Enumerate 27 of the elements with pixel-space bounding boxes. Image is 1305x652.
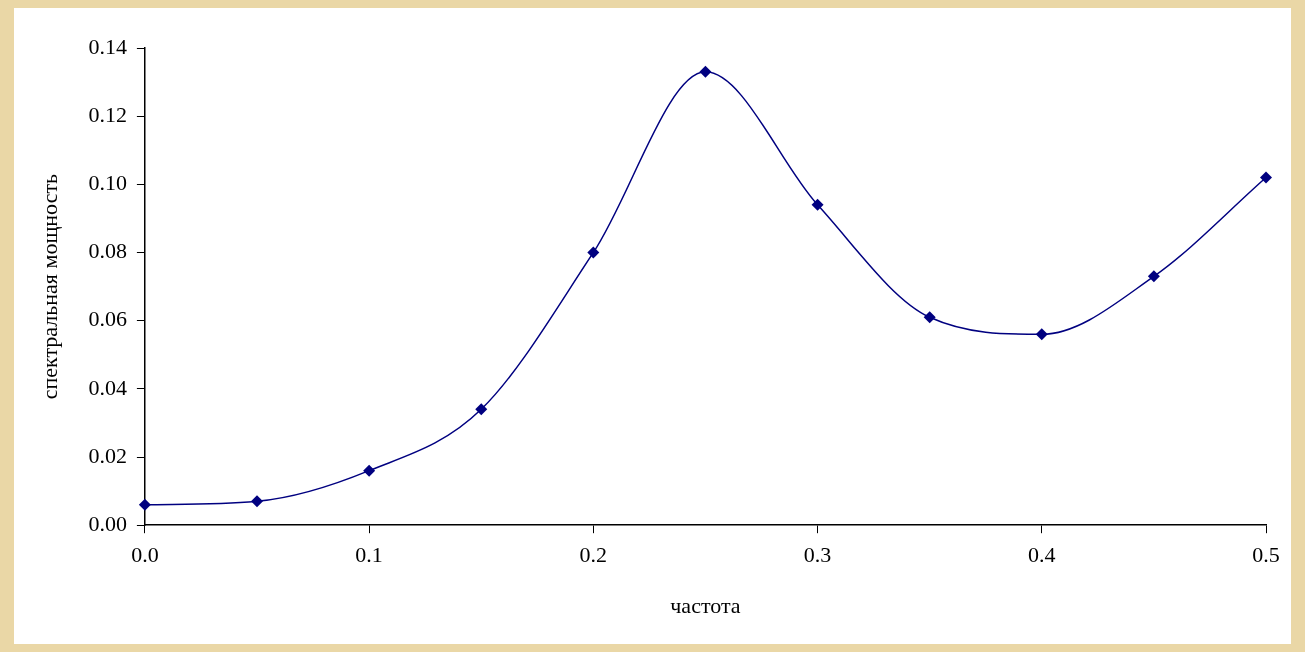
x-axis-title: частота [670, 592, 741, 618]
y-tick-label: 0.10 [88, 170, 127, 196]
x-tick-label: 0.4 [1028, 542, 1056, 568]
y-axis-title: спектральная мощность [36, 173, 62, 400]
y-tick-label: 0.12 [88, 101, 127, 127]
point [1147, 270, 1160, 283]
x-tick-label: 0.1 [355, 542, 383, 568]
y-tick-label: 0.06 [88, 306, 127, 332]
y-tick-label: 0.02 [88, 442, 127, 468]
x-tick-label: 0.2 [579, 542, 608, 568]
point [138, 498, 151, 511]
y-tick-label: 0.08 [88, 238, 127, 264]
y-tick-label: 0.04 [88, 374, 127, 400]
x-tick-label: 0.0 [131, 542, 159, 568]
point [1035, 328, 1048, 341]
point [811, 198, 824, 211]
point [251, 495, 264, 508]
x-tick-label: 0.5 [1252, 542, 1280, 568]
y-tick-label: 0.14 [88, 33, 127, 59]
point [699, 65, 712, 78]
point [923, 311, 936, 324]
point [587, 246, 600, 259]
x-tick-label: 0.3 [803, 542, 832, 568]
point [1260, 171, 1272, 184]
point [475, 403, 488, 416]
y-tick-label: 0.00 [88, 510, 127, 536]
point [363, 464, 376, 477]
